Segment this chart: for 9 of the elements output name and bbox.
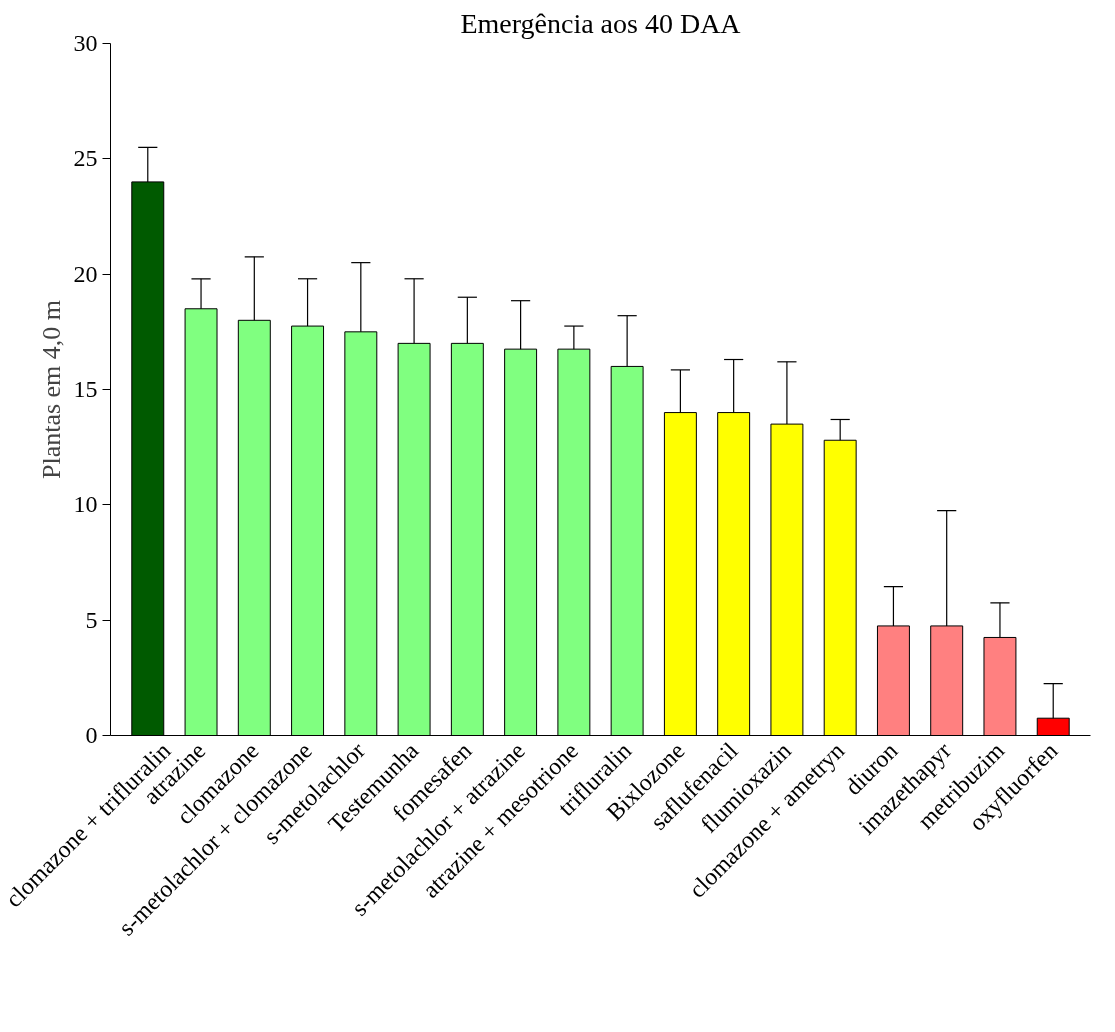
y-tick-label: 15: [73, 376, 98, 402]
y-tick-label: 30: [73, 30, 98, 56]
chart-title: Emergência aos 40 DAA: [460, 7, 742, 39]
y-tick-label: 10: [73, 491, 98, 518]
y-tick-label: 20: [73, 260, 98, 287]
y-tick-label: 0: [85, 722, 98, 748]
y-tick-label: 5: [85, 606, 98, 633]
y-tick-label: 25: [73, 145, 98, 172]
y-axis-title: Plantas em 4,0 m: [36, 299, 66, 480]
